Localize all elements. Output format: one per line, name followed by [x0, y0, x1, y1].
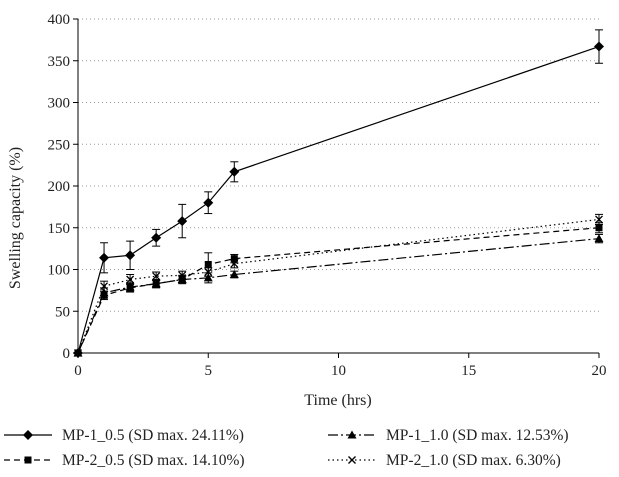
- y-tick-label: 250: [48, 137, 71, 153]
- legend-marker: [23, 430, 33, 440]
- marker-stroke: [152, 272, 161, 281]
- y-tick-label: 200: [48, 179, 71, 195]
- data-point: [203, 197, 214, 208]
- x-tick-labels: 0 5 10 15 20: [74, 363, 606, 379]
- x-axis-label: Time (hrs): [304, 392, 371, 409]
- y-axis-label: Swelling capacity (%): [7, 147, 24, 289]
- series-triangle: [73, 233, 604, 357]
- series-cross: [74, 213, 603, 357]
- marker-stroke: [100, 282, 109, 291]
- marker-stroke: [74, 349, 82, 357]
- series-line: [77, 238, 600, 354]
- y-tick-label: 50: [55, 304, 70, 320]
- data-point: [100, 291, 108, 299]
- y-tick-label: 0: [63, 346, 71, 362]
- data-point: [151, 232, 162, 243]
- series-line: [77, 45, 600, 354]
- y-tick-label: 300: [48, 96, 71, 112]
- marker-stroke: [230, 259, 239, 268]
- data-series: [73, 29, 604, 358]
- x-tick-label: 0: [74, 363, 82, 379]
- data-point: [100, 282, 109, 291]
- x-tick-label: 10: [331, 363, 346, 379]
- data-point: [594, 41, 604, 52]
- marker-stroke: [126, 275, 135, 284]
- legend-item: MP-1_1.0 (SD max. 12.53%): [328, 427, 569, 444]
- data-point: [126, 275, 135, 284]
- legend-marker: [348, 456, 356, 464]
- y-tick-label: 150: [48, 221, 71, 237]
- data-point: [178, 271, 187, 280]
- data-point: [152, 280, 160, 288]
- y-tick-labels: 0 50 100 150 200 250 300 350 400: [48, 12, 71, 362]
- data-point: [125, 250, 136, 261]
- data-point: [230, 255, 238, 263]
- marker-stroke: [348, 456, 356, 464]
- series-diamond: [73, 29, 604, 358]
- data-point: [126, 284, 134, 292]
- data-point: [204, 268, 213, 276]
- legend-marker: [347, 430, 357, 439]
- data-point: [595, 224, 603, 232]
- legend-label: MP-2_1.0 (SD max. 6.30%): [386, 452, 561, 469]
- series-square: [74, 222, 603, 357]
- legend-marker: [24, 456, 32, 464]
- y-tick-label: 400: [48, 12, 71, 28]
- data-point: [99, 252, 110, 263]
- data-point: [595, 215, 603, 224]
- x-tick-label: 5: [205, 363, 213, 379]
- data-point: [74, 349, 82, 357]
- legend-label: MP-1_0.5 (SD max. 24.11%): [62, 427, 244, 444]
- data-point: [229, 270, 239, 279]
- x-tick-label: 15: [461, 363, 476, 379]
- legend-item: MP-1_0.5 (SD max. 24.11%): [4, 427, 244, 444]
- y-tick-label: 350: [48, 54, 71, 70]
- legend-item: MP-2_1.0 (SD max. 6.30%): [328, 452, 561, 469]
- data-point: [229, 166, 240, 177]
- legend: MP-1_0.5 (SD max. 24.11%) MP-1_1.0 (SD ma…: [4, 427, 569, 469]
- data-point: [177, 216, 188, 227]
- data-point: [594, 234, 604, 243]
- legend-label: MP-2_0.5 (SD max. 14.10%): [62, 452, 245, 469]
- data-point: [230, 259, 239, 268]
- legend-label: MP-1_1.0 (SD max. 12.53%): [386, 427, 569, 444]
- marker-stroke: [595, 215, 603, 224]
- marker-stroke: [178, 271, 187, 280]
- legend-item: MP-2_0.5 (SD max. 14.10%): [4, 452, 245, 469]
- y-tick-label: 100: [48, 263, 71, 279]
- x-tick-label: 20: [592, 363, 607, 379]
- axes: [73, 18, 600, 358]
- data-point: [203, 273, 213, 282]
- grid-lines: [78, 18, 599, 312]
- series-line: [77, 227, 600, 354]
- data-point: [204, 260, 212, 268]
- marker-stroke: [204, 268, 213, 276]
- data-point: [152, 272, 161, 281]
